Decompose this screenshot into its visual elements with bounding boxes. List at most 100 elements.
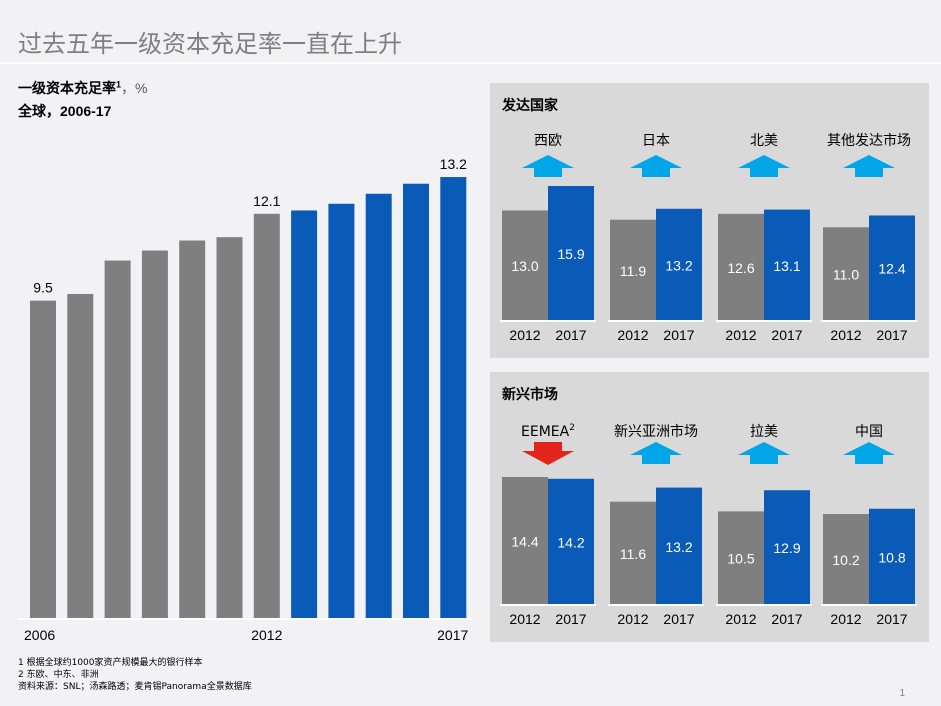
region-1-value-2012: 13.0 (511, 258, 538, 274)
source-note: 资料来源：SNL；汤森路透；麦肯锡Panorama全景数据库 (18, 682, 252, 692)
region-1-bar-2017 (548, 186, 594, 320)
region-4-value-2012: 11.0 (833, 267, 859, 283)
footnote-1: 1 根据全球约1000家资产规模最大的银行样本 (18, 658, 203, 668)
region-2-name-text: 新兴亚洲市场 (614, 423, 698, 440)
bar-2014 (328, 203, 355, 618)
region-3-year-2012: 2012 (725, 611, 756, 627)
emerging-markets-panel: 新兴市场 EEMEA2 14.4 2012 14.2 2017 新兴亚洲市场 11.6 201… (490, 372, 929, 642)
footnote-2: 2 东欧、中东、非洲 (18, 670, 99, 680)
page-number: 1 (899, 688, 905, 699)
bar-label-2017: 13.2 (440, 156, 467, 172)
region-3-value-2012: 12.6 (727, 260, 754, 276)
region-3-bar-2017 (764, 209, 810, 320)
region-1-bar-2017 (548, 478, 594, 604)
region-3-arrow-up-icon (738, 442, 790, 464)
region-2-value-2017: 13.2 (665, 257, 692, 273)
x-tick-2006: 2006 (24, 627, 55, 643)
region-1-arrow-down-icon (522, 442, 574, 465)
region-4-bar-2012 (823, 227, 869, 320)
region-2-bar-2012 (610, 219, 656, 320)
region-1-bar-2012 (502, 477, 548, 604)
region-4-bar-2017 (869, 215, 915, 320)
region-3-year-2017: 2017 (771, 611, 802, 627)
region-1-name: 西欧 (534, 133, 562, 149)
region-1-year-2017: 2017 (555, 611, 586, 627)
region-2-name-text: 日本 (642, 133, 670, 149)
region-1-year-2017: 2017 (555, 327, 586, 343)
emerging-markets-chart: EEMEA2 14.4 2012 14.2 2017 新兴亚洲市场 11.6 2012 13.2… (500, 423, 917, 627)
footnotes: 1 根据全球约1000家资产规模最大的银行样本 2 东欧、中东、非洲 资料来源：… (18, 657, 252, 693)
region-2-value-2012: 11.9 (620, 263, 646, 279)
region-4-year-2017: 2017 (876, 327, 907, 343)
global-tier1-bar-chart: 9.5 2006 12.1 2012 13.2 2017 (18, 156, 472, 643)
region-2-bar-2012 (610, 501, 656, 604)
region-1-name-sup: 2 (569, 423, 575, 433)
region-2-year-2012: 2012 (617, 611, 648, 627)
bar-2006 (30, 300, 56, 618)
bar-2015 (365, 193, 392, 618)
developed-markets-chart: 西欧 13.0 2012 15.9 2017 日本 11.9 2012 13.2 2017 北美 12… (500, 132, 917, 343)
region-3-name-text: 拉美 (750, 424, 778, 440)
bar-label-2012: 12.1 (253, 193, 280, 209)
region-2-arrow-up-icon (630, 155, 682, 177)
region-4-bar-2012 (823, 514, 869, 604)
region-4-name: 其他发达市场 (827, 132, 911, 149)
subtitle-main: 一级资本充足率 (18, 80, 116, 96)
title-divider (0, 62, 941, 64)
subtitle-footnote-mark: 1 (116, 79, 122, 90)
region-4-value-2017: 10.8 (878, 549, 905, 565)
region-3-bar-2012 (718, 213, 764, 320)
region-2-year-2017: 2017 (663, 327, 694, 343)
bar-2009 (141, 250, 168, 618)
bar-2016 (403, 183, 429, 618)
region-2-year-2017: 2017 (663, 611, 694, 627)
region-3-name-text: 北美 (750, 133, 778, 149)
region-1-value-2012: 14.4 (511, 534, 538, 550)
region-4-name: 中国 (855, 424, 883, 440)
region-4-arrow-up-icon (843, 442, 895, 464)
bar-2017 (440, 177, 467, 618)
subtitle-unit: ，% (121, 80, 148, 96)
region-4-year-2012: 2012 (830, 327, 861, 343)
bar-2012 (253, 213, 280, 618)
region-2-name: 新兴亚洲市场 (614, 423, 698, 440)
region-1-name-text: EEMEA (521, 424, 570, 440)
region-4-year-2012: 2012 (830, 611, 861, 627)
page-title: 过去五年一级资本充足率一直在上升 (18, 30, 402, 58)
region-1-arrow-up-icon (522, 155, 574, 177)
region-2-year-2012: 2012 (617, 327, 648, 343)
region-2-arrow-up-icon (630, 442, 682, 464)
region-1-year-2012: 2012 (509, 611, 540, 627)
region-2-bar-2017 (656, 487, 702, 604)
chart-subtitle: 一级资本充足率1，% (18, 78, 147, 98)
region-1-bar-2012 (502, 210, 548, 320)
region-3-bar-2012 (718, 511, 764, 604)
region-4-name-text: 中国 (855, 424, 883, 440)
region-4-value-2012: 10.2 (832, 552, 859, 568)
x-tick-2012: 2012 (251, 627, 282, 643)
developed-markets-panel: 发达国家 西欧 13.0 2012 15.9 2017 日本 11.9 2012 13.2 201… (490, 83, 929, 358)
region-3-value-2017: 13.1 (773, 258, 800, 274)
chart-scope: 全球，2006-17 (18, 103, 112, 119)
emerging-markets-title: 新兴市场 (502, 387, 558, 403)
region-4-year-2017: 2017 (876, 611, 907, 627)
region-3-name: 拉美 (750, 424, 778, 440)
region-3-arrow-up-icon (738, 155, 790, 177)
region-2-value-2017: 13.2 (665, 539, 692, 555)
region-2-value-2012: 11.6 (620, 546, 646, 562)
bar-2010 (179, 240, 206, 618)
region-4-name-text: 其他发达市场 (827, 132, 911, 149)
region-1-value-2017: 14.2 (557, 534, 584, 550)
region-1-year-2012: 2012 (509, 327, 540, 343)
bar-label-2006: 9.5 (33, 280, 53, 296)
region-4-bar-2017 (869, 508, 915, 604)
region-3-bar-2017 (764, 490, 810, 604)
region-1-name: EEMEA2 (521, 423, 575, 440)
x-tick-2017: 2017 (437, 627, 468, 643)
region-3-name: 北美 (750, 133, 778, 149)
bar-2011 (216, 237, 243, 618)
region-2-name: 日本 (642, 133, 670, 149)
bar-2008 (104, 260, 131, 618)
bar-2007 (67, 293, 94, 618)
region-1-name-text: 西欧 (534, 133, 562, 149)
